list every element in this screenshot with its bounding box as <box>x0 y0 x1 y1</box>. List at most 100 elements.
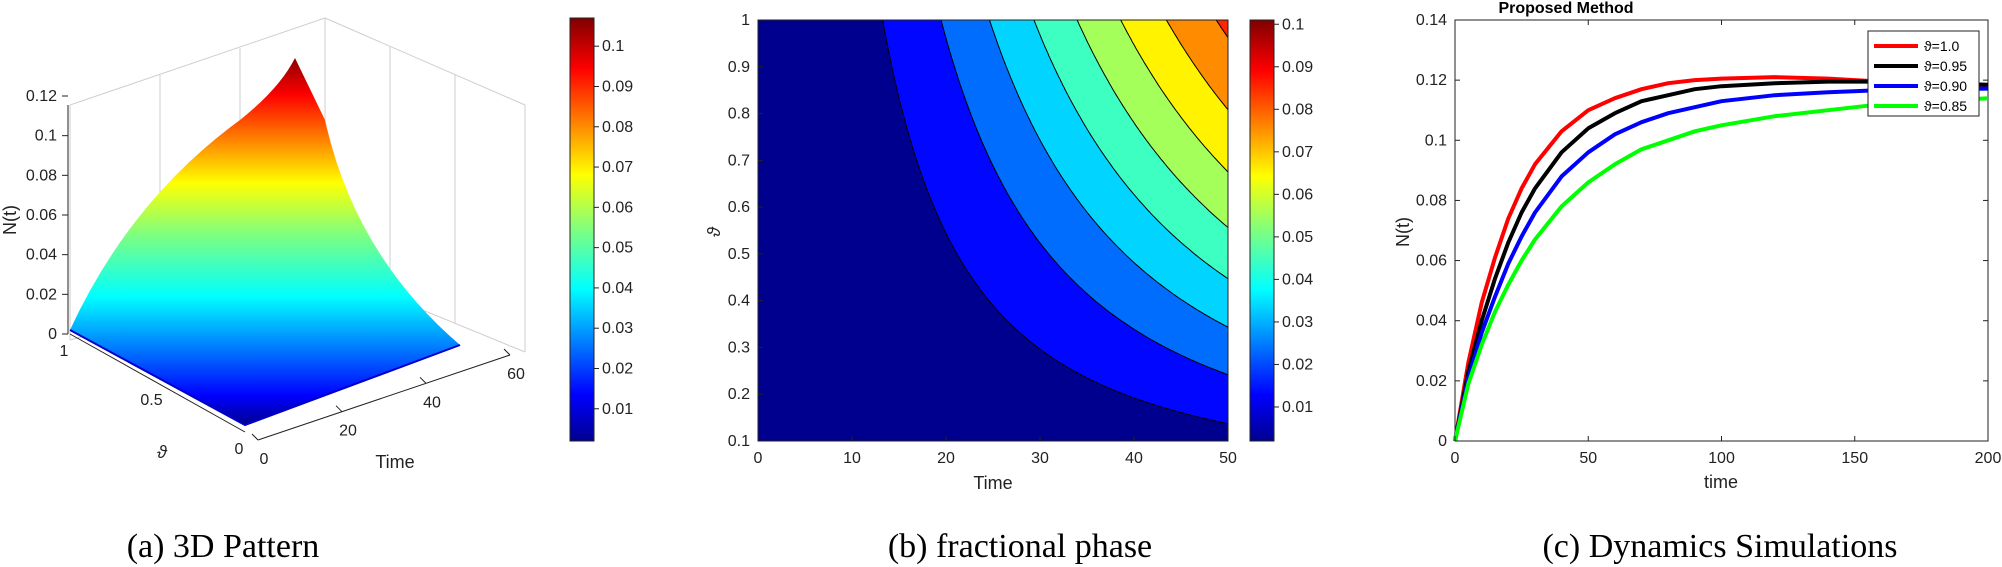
caption-b: (b) fractional phase <box>888 528 1152 565</box>
x-tick-label: 20 <box>937 450 955 467</box>
y-tick-label: 0.4 <box>728 293 750 310</box>
colorbar-a-ticks: 0.01 0.02 0.03 0.04 0.05 0.06 0.07 0.08 0.09 0.1 <box>594 38 633 418</box>
z-tick-label: 0.12 <box>26 88 57 105</box>
time-tick-mark <box>251 433 259 441</box>
colorbar-tick-label: 0.06 <box>1282 186 1313 203</box>
colorbar-tick-label: 0.05 <box>602 240 633 257</box>
line-y-ticks: 0 0.02 0.04 0.06 0.08 0.1 0.12 0.14 <box>1416 12 1988 450</box>
surface-floor-axes <box>67 105 511 441</box>
z-axis-label: N(t) <box>0 205 20 235</box>
line-series-group <box>1453 75 1989 442</box>
colorbar-tick-label: 0.01 <box>602 401 633 418</box>
y-tick-label: 0.08 <box>1416 192 1447 209</box>
panel-c-line-chart: Proposed Method 0 50 100 150 200 0 0.02 0.04 0.… <box>1393 0 2001 565</box>
x-tick-label: 40 <box>1125 450 1143 467</box>
colorbar-tick-label: 0.01 <box>1282 399 1313 416</box>
x-tick-label: 100 <box>1708 450 1735 467</box>
panel-b-contour: 0 10 20 30 40 50 0.1 0.2 0.3 0.4 0.5 0.6 0.7 0.8 0.9 1… <box>704 12 1313 565</box>
caption-a: (a) 3D Pattern <box>127 528 320 565</box>
colorbar-tick-label: 0.07 <box>1282 144 1313 161</box>
colorbar-tick-label: 0.02 <box>1282 356 1313 373</box>
legend-entry-0: ϑ=1.0 <box>1924 38 1960 54</box>
colorbar-b-ticks: 0.01 0.02 0.03 0.04 0.05 0.06 0.07 0.08 0.09 0.1 <box>1274 16 1313 416</box>
x-tick-label: 50 <box>1579 450 1597 467</box>
y-tick-label: 0.04 <box>1416 313 1447 330</box>
theta-tick-label: 0.5 <box>140 392 162 409</box>
z-tick-label: 0.04 <box>26 247 57 264</box>
time-tick-mark <box>419 376 427 384</box>
line-x-label: time <box>1704 472 1738 492</box>
y-tick-label: 0.12 <box>1416 72 1447 89</box>
colorbar-tick-label: 0.1 <box>1282 16 1304 33</box>
y-tick-label: 0.2 <box>728 386 750 403</box>
contour-x-ticks: 0 10 20 30 40 50 <box>754 436 1237 467</box>
line-y-label: N(t) <box>1393 217 1413 247</box>
colorbar-tick-label: 0.08 <box>1282 101 1313 118</box>
colorbar-tick-label: 0.02 <box>602 360 633 377</box>
x-tick-label: 0 <box>754 450 763 467</box>
contour-x-label: Time <box>973 473 1012 493</box>
y-tick-label: 0.8 <box>728 106 750 123</box>
caption-c: (c) Dynamics Simulations <box>1542 528 1897 565</box>
y-tick-label: 0.3 <box>728 339 750 356</box>
z-tick-label: 0.02 <box>26 286 57 303</box>
theta-tick-label: 0 <box>235 441 244 458</box>
contour-plot-area <box>757 19 1229 442</box>
colorbar-tick-label: 0.1 <box>602 38 624 55</box>
time-tick-label: 20 <box>339 423 357 440</box>
contour-y-label: ϑ <box>704 226 724 237</box>
theta-axis-label: ϑ <box>157 442 168 462</box>
chart-c-title: Proposed Method <box>1498 0 1633 17</box>
z-tick-label: 0.1 <box>35 128 57 145</box>
contour-band-level-0.07 <box>1165 20 1228 111</box>
surface-top <box>70 58 460 425</box>
x-tick-label: 0 <box>1451 450 1460 467</box>
line-x-ticks: 0 50 100 150 200 <box>1451 20 2001 467</box>
contour-band-level-0.08 <box>1215 20 1228 39</box>
time-tick-label: 60 <box>507 366 525 383</box>
colorbar-a <box>569 17 595 442</box>
y-tick-label: 0.9 <box>728 59 750 76</box>
x-tick-label: 30 <box>1031 450 1049 467</box>
time-tick-label: 0 <box>260 451 269 468</box>
y-tick-label: 0.06 <box>1416 253 1447 270</box>
y-tick-label: 0.1 <box>728 433 750 450</box>
x-tick-label: 150 <box>1841 450 1868 467</box>
y-tick-label: 0.5 <box>728 246 750 263</box>
legend-entry-3: ϑ=0.85 <box>1924 98 1967 114</box>
contour-y-ticks: 0.1 0.2 0.3 0.4 0.5 0.6 0.7 0.8 0.9 1 <box>728 12 763 450</box>
time-tick-mark <box>503 348 511 356</box>
time-tick-mark <box>335 405 343 413</box>
colorbar-tick-label: 0.04 <box>602 280 633 297</box>
y-tick-label: 1 <box>741 12 750 29</box>
y-tick-label: 0.6 <box>728 199 750 216</box>
colorbar-tick-label: 0.03 <box>602 320 633 337</box>
colorbar-tick-label: 0.04 <box>1282 271 1313 288</box>
colorbar-b <box>1249 19 1275 442</box>
x-tick-label: 10 <box>843 450 861 467</box>
series-line-2 <box>1453 86 1989 442</box>
time-axis-ticks: 0 20 40 60 <box>251 348 525 468</box>
y-tick-label: 0.02 <box>1416 373 1447 390</box>
y-tick-label: 0.14 <box>1416 12 1447 29</box>
colorbar-tick-label: 0.09 <box>602 78 633 95</box>
theta-tick-label: 1 <box>60 343 69 360</box>
z-tick-label: 0.06 <box>26 207 57 224</box>
series-line-1 <box>1453 79 1989 442</box>
series-line-3 <box>1453 96 1989 442</box>
y-tick-label: 0 <box>1438 433 1447 450</box>
surface-edge <box>69 329 461 427</box>
series-line-0 <box>1453 75 1989 442</box>
colorbar-tick-label: 0.03 <box>1282 314 1313 331</box>
y-tick-label: 0.1 <box>1425 132 1447 149</box>
colorbar-tick-label: 0.08 <box>602 119 633 136</box>
colorbar-tick-label: 0.09 <box>1282 59 1313 76</box>
legend: ϑ=1.0 ϑ=0.95 ϑ=0.90 ϑ=0.85 <box>1867 30 1980 117</box>
colorbar-tick-label: 0.05 <box>1282 229 1313 246</box>
colorbar-tick-label: 0.06 <box>602 199 633 216</box>
time-axis-label: Time <box>375 452 414 472</box>
legend-entry-1: ϑ=0.95 <box>1924 58 1967 74</box>
theta-axis-ticks: 00.51 <box>60 343 244 458</box>
